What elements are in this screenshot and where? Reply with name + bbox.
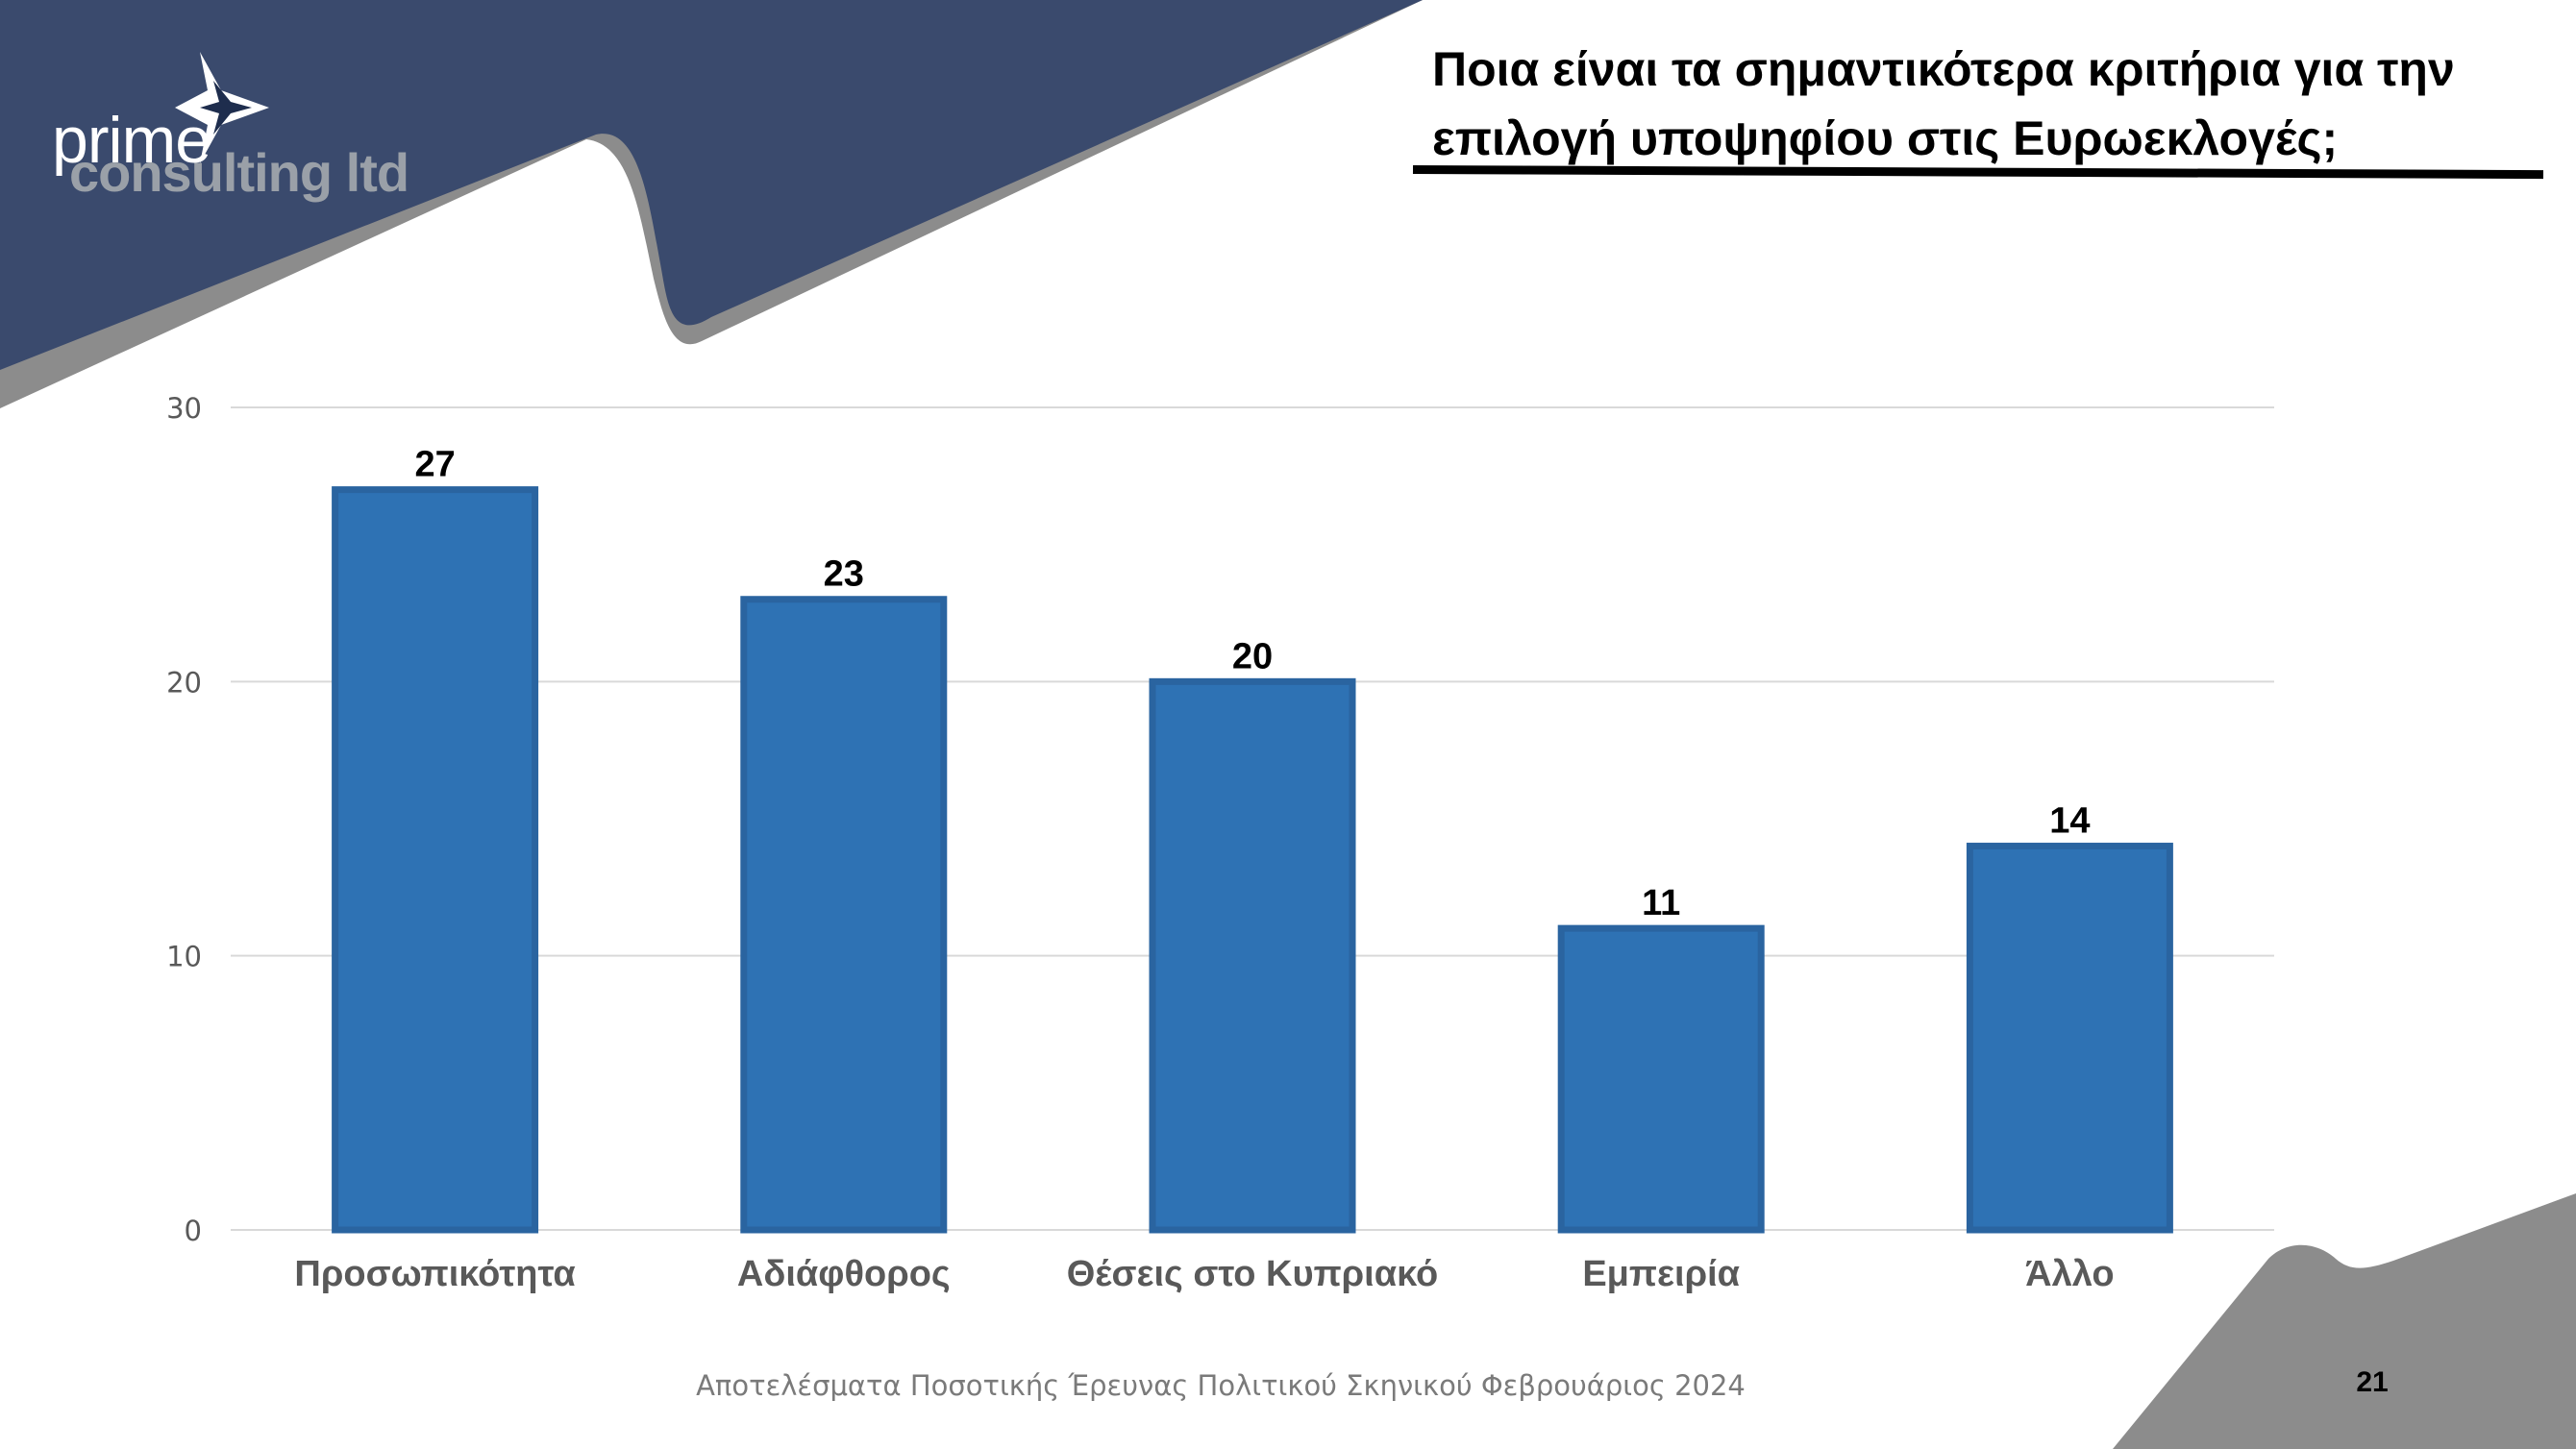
bottom-right-grey-shape	[2113, 1193, 2576, 1449]
logo-prime-text: prime	[52, 104, 211, 177]
y-tick-label: 10	[166, 941, 202, 973]
bar-4	[1557, 924, 1765, 1234]
data-label: 27	[414, 445, 455, 485]
slide-title: Ποια είναι τα σημαντικότερα κριτήρια για…	[1432, 42, 2455, 165]
logo-consulting-text: consulting ltd	[69, 142, 409, 203]
x-tick-label: Προσωπικότητα	[294, 1254, 575, 1294]
x-tick-label: Αδιάφθορος	[737, 1254, 951, 1294]
y-tick-label: 30	[166, 392, 202, 425]
data-label: 14	[2049, 801, 2090, 842]
logo-mark-icon	[175, 52, 269, 163]
footer-text: Αποτελέσματα Ποσοτικής Έρευνας Πολιτικού…	[696, 1369, 1746, 1402]
y-tick-label: 20	[166, 666, 202, 699]
x-tick-label: Άλλο	[2025, 1254, 2114, 1294]
bar-5	[1966, 843, 2173, 1234]
page-number: 21	[2356, 1366, 2389, 1398]
data-label: 23	[824, 554, 864, 595]
bar-3	[1149, 677, 1356, 1234]
data-label: 11	[1642, 883, 1680, 923]
y-tick-label: 0	[185, 1215, 202, 1247]
top-left-navy-banner	[0, 0, 1423, 370]
bar-1	[332, 486, 539, 1234]
x-tick-label: Εμπειρία	[1582, 1254, 1740, 1294]
bar-2	[740, 596, 948, 1234]
data-label: 20	[1232, 636, 1273, 676]
x-tick-label: Θέσεις στο Κυπριακό	[1067, 1254, 1439, 1294]
